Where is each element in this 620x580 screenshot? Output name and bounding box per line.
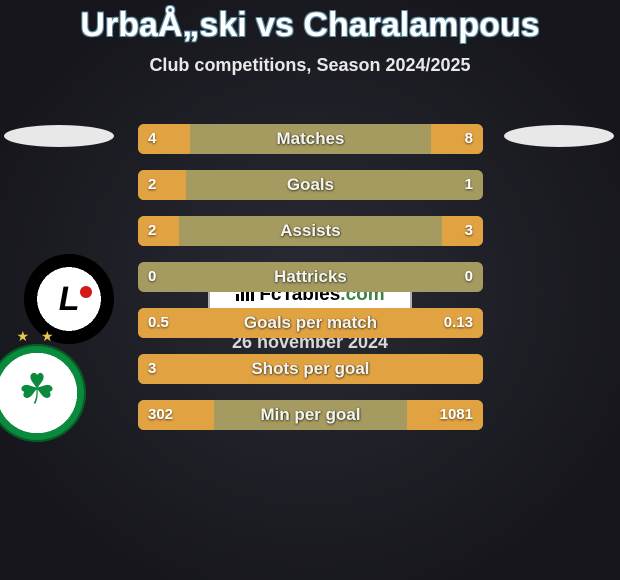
- stat-label: Assists: [138, 216, 483, 246]
- stat-label: Goals: [138, 170, 483, 200]
- stat-value-right: 0.13: [444, 308, 473, 338]
- stat-row: Matches4 8: [138, 124, 483, 154]
- stat-value-left: 0: [148, 262, 156, 292]
- stars-icon: ★ ★: [17, 328, 58, 345]
- stat-value-left: 0.5: [148, 308, 169, 338]
- page-title: UrbaÅ„ski vs Charalampous: [0, 0, 620, 45]
- player-right-shadow: [504, 125, 614, 147]
- stat-row: Min per goal302 1081: [138, 400, 483, 430]
- stat-value-left: 2: [148, 216, 156, 246]
- stat-row: Goals per match0.5 0.13: [138, 308, 483, 338]
- stat-value-left: 4: [148, 124, 156, 154]
- stat-label: Goals per match: [138, 308, 483, 338]
- stat-value-right: 8: [465, 124, 473, 154]
- stat-value-left: 302: [148, 400, 173, 430]
- stat-value-left: 3: [148, 354, 156, 384]
- player-left-shadow: [4, 125, 114, 147]
- logo-year: 1948: [26, 422, 48, 431]
- stat-label: Shots per goal: [138, 354, 483, 384]
- logo-accent-icon: [80, 286, 92, 298]
- stat-row: Hattricks0 0: [138, 262, 483, 292]
- stat-value-right: 1: [465, 170, 473, 200]
- stat-value-right: 1081: [440, 400, 473, 430]
- stat-row: Shots per goal3: [138, 354, 483, 384]
- stat-row: Assists2 3: [138, 216, 483, 246]
- club-logo-right: ★ ★ 1948: [0, 344, 86, 442]
- stat-value-right: 3: [465, 216, 473, 246]
- stats-bars: Matches48Goals21Assists23Hattricks00Goal…: [138, 124, 483, 446]
- stat-row: Goals2 1: [138, 170, 483, 200]
- stat-value-left: 2: [148, 170, 156, 200]
- subtitle: Club competitions, Season 2024/2025: [0, 55, 620, 76]
- stat-label: Min per goal: [138, 400, 483, 430]
- stat-label: Matches: [138, 124, 483, 154]
- stat-label: Hattricks: [138, 262, 483, 292]
- stat-value-right: 0: [465, 262, 473, 292]
